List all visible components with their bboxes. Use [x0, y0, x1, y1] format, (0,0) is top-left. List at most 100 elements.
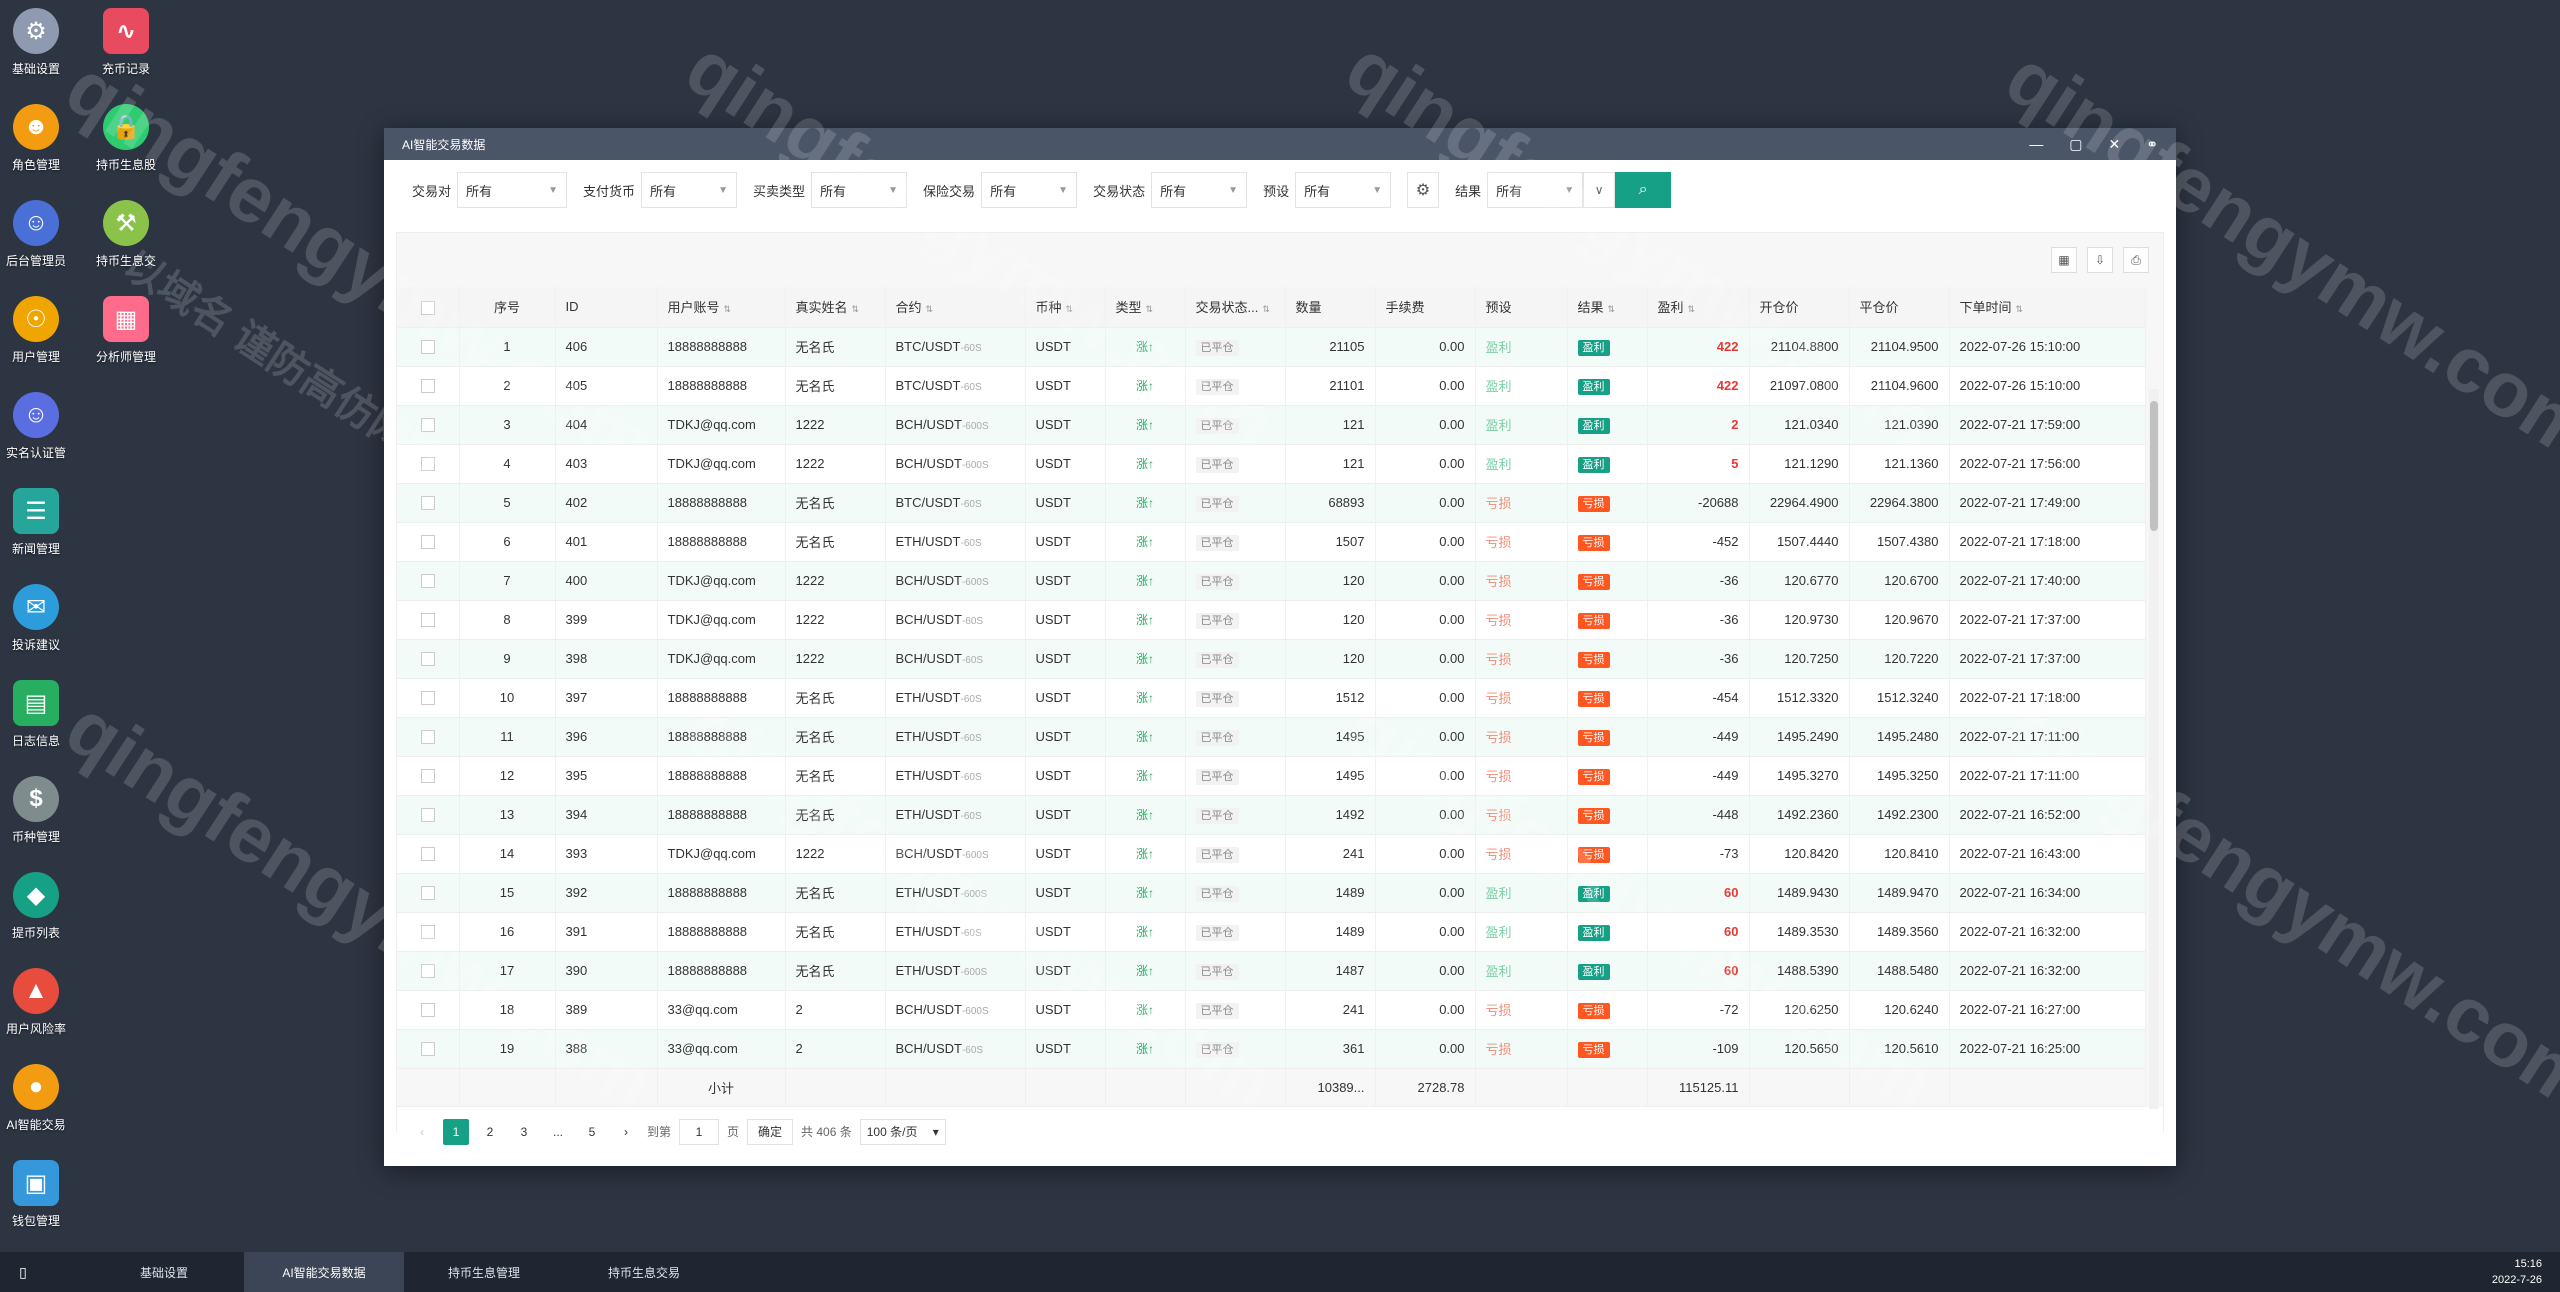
row-checkbox[interactable]: [420, 379, 435, 394]
row-checkbox-cell[interactable]: [397, 327, 460, 367]
prev-page-icon[interactable]: ‹: [420, 1124, 424, 1139]
desktop-icon-dollar[interactable]: $ 币种管理: [0, 768, 82, 858]
column-header[interactable]: 用户账号 ⇅: [657, 287, 786, 328]
table-row[interactable]: 13 394 18888888888 无名氏 ETH/USDT-60S USDT 涨↑ 已平仓…: [397, 795, 2146, 835]
table-row[interactable]: 18 389 33@qq.com 2 BCH/USDT-600S USDT 涨↑ 已平仓 241…: [397, 990, 2146, 1030]
link-icon[interactable]: ⚭: [2146, 135, 2158, 152]
page-1-button[interactable]: 1: [443, 1118, 469, 1145]
goto-page-input[interactable]: 1: [679, 1118, 720, 1145]
sort-icon[interactable]: ⇅: [723, 304, 732, 315]
desktop-icon-role[interactable]: ☻ 角色管理: [0, 96, 82, 186]
row-checkbox[interactable]: [420, 886, 435, 901]
row-checkbox-cell[interactable]: [397, 405, 460, 445]
goto-confirm-button[interactable]: 确定: [747, 1118, 794, 1145]
row-checkbox[interactable]: [420, 574, 435, 589]
row-checkbox-cell[interactable]: [397, 834, 460, 874]
table-row[interactable]: 2 405 18888888888 无名氏 BTC/USDT-60S USDT 涨↑ 已平仓 2…: [397, 366, 2146, 406]
row-checkbox[interactable]: [420, 652, 435, 667]
column-header[interactable]: 序号: [459, 287, 556, 328]
row-checkbox[interactable]: [420, 1003, 435, 1018]
sort-icon[interactable]: ⇅: [1262, 304, 1270, 315]
column-header[interactable]: 下单时间 ⇅: [1949, 287, 2146, 328]
sort-icon[interactable]: ⇅: [851, 304, 860, 315]
page-2-button[interactable]: 2: [486, 1124, 494, 1139]
taskbar-tab-ai-trade[interactable]: AI智能交易数据: [244, 1252, 404, 1292]
row-checkbox[interactable]: [420, 847, 435, 862]
row-checkbox-cell[interactable]: [397, 639, 460, 679]
column-header[interactable]: 交易状态... ⇅: [1185, 287, 1286, 328]
column-header[interactable]: 数量: [1285, 287, 1376, 328]
page-3-button[interactable]: 3: [520, 1124, 528, 1139]
table-row[interactable]: 4 403 TDKJ@qq.com 1222 BCH/USDT-600S USDT 涨↑ 已平…: [397, 444, 2146, 484]
desktop-icon-admin[interactable]: ☺ 后台管理员: [0, 192, 82, 282]
table-row[interactable]: 16 391 18888888888 无名氏 ETH/USDT-60S USDT 涨↑ 已平仓…: [397, 912, 2146, 952]
column-header[interactable]: 盈利 ⇅: [1647, 287, 1750, 328]
window-titlebar[interactable]: AI智能交易数据 — ▢ ✕ ⚭: [384, 128, 2176, 160]
sort-icon[interactable]: ⇅: [1145, 304, 1154, 315]
page-5-button[interactable]: 5: [588, 1124, 596, 1139]
columns-icon[interactable]: ▦: [2051, 247, 2077, 273]
column-header[interactable]: 合约 ⇅: [885, 287, 1026, 328]
table-row[interactable]: 19 388 33@qq.com 2 BCH/USDT-60S USDT 涨↑ 已平仓 361 0…: [397, 1029, 2146, 1069]
row-checkbox-cell[interactable]: [397, 366, 460, 406]
close-icon[interactable]: ✕: [2108, 135, 2121, 152]
desktop-icon-gear[interactable]: ⚙ 基础设置: [0, 0, 82, 90]
table-row[interactable]: 1 406 18888888888 无名氏 BTC/USDT-60S USDT 涨↑ 已平仓 2…: [397, 327, 2146, 367]
filter-status-select[interactable]: 所有 ▼: [1151, 172, 1248, 208]
select-all-checkbox-cell[interactable]: [397, 287, 460, 328]
table-row[interactable]: 17 390 18888888888 无名氏 ETH/USDT-600S USDT 涨↑ 已平…: [397, 951, 2146, 991]
row-checkbox[interactable]: [420, 769, 435, 784]
row-checkbox[interactable]: [420, 1042, 435, 1057]
export-icon[interactable]: ⇩: [2087, 247, 2113, 273]
maximize-icon[interactable]: ▢: [2069, 135, 2083, 152]
table-row[interactable]: 6 401 18888888888 无名氏 ETH/USDT-60S USDT 涨↑ 已平仓 1…: [397, 522, 2146, 562]
sort-icon[interactable]: ⇅: [1065, 304, 1074, 315]
expand-chevron-icon[interactable]: ∨: [1583, 172, 1616, 208]
column-header[interactable]: 平仓价: [1849, 287, 1950, 328]
search-button[interactable]: ⌕: [1615, 172, 1672, 208]
desktop-icon-chart-line[interactable]: ∿ 充币记录: [80, 0, 172, 90]
table-row[interactable]: 10 397 18888888888 无名氏 ETH/USDT-60S USDT 涨↑ 已平仓…: [397, 678, 2146, 718]
desktop-icon-id-card[interactable]: ☺ 实名认证管: [0, 384, 82, 474]
page-size-select[interactable]: 100 条/页 ▾: [859, 1118, 946, 1145]
table-row[interactable]: 7 400 TDKJ@qq.com 1222 BCH/USDT-600S USDT 涨↑ 已平…: [397, 561, 2146, 601]
sort-icon[interactable]: ⇅: [1607, 304, 1616, 315]
filter-preset-select[interactable]: 所有 ▼: [1295, 172, 1392, 208]
desktop-icon-lock[interactable]: 🔒 持币生息股: [80, 96, 172, 186]
column-header[interactable]: 预设: [1475, 287, 1568, 328]
vertical-scrollbar[interactable]: [2149, 389, 2159, 1109]
table-row[interactable]: 8 399 TDKJ@qq.com 1222 BCH/USDT-60S USDT 涨↑ 已平仓…: [397, 600, 2146, 640]
select-all-checkbox[interactable]: [420, 300, 435, 315]
taskbar-tab-basic-settings[interactable]: 基础设置: [139, 1265, 188, 1280]
row-checkbox[interactable]: [420, 964, 435, 979]
row-checkbox-cell[interactable]: [397, 912, 460, 952]
row-checkbox[interactable]: [420, 457, 435, 472]
row-checkbox-cell[interactable]: [397, 444, 460, 484]
row-checkbox-cell[interactable]: [397, 1029, 460, 1069]
column-header[interactable]: 真实姓名 ⇅: [785, 287, 886, 328]
desktop-icon-feedback[interactable]: ✉ 投诉建议: [0, 576, 82, 666]
row-checkbox-cell[interactable]: [397, 678, 460, 718]
print-icon[interactable]: ⎙: [2123, 247, 2149, 273]
column-header[interactable]: 结果 ⇅: [1567, 287, 1648, 328]
row-checkbox-cell[interactable]: [397, 561, 460, 601]
row-checkbox[interactable]: [420, 808, 435, 823]
row-checkbox-cell[interactable]: [397, 522, 460, 562]
row-checkbox-cell[interactable]: [397, 600, 460, 640]
start-icon[interactable]: ▯: [19, 1263, 27, 1280]
desktop-icon-alarm[interactable]: ▲ 用户风险率: [0, 960, 82, 1050]
row-checkbox[interactable]: [420, 925, 435, 940]
column-header[interactable]: 开仓价: [1749, 287, 1850, 328]
minimize-icon[interactable]: —: [2029, 135, 2044, 152]
table-row[interactable]: 14 393 TDKJ@qq.com 1222 BCH/USDT-600S USDT 涨↑ 已…: [397, 834, 2146, 874]
row-checkbox[interactable]: [420, 535, 435, 550]
settings-gear-icon[interactable]: ⚙: [1407, 172, 1440, 208]
filter-currency-select[interactable]: 所有 ▼: [641, 172, 738, 208]
table-row[interactable]: 15 392 18888888888 无名氏 ETH/USDT-600S USDT 涨↑ 已平…: [397, 873, 2146, 913]
row-checkbox[interactable]: [420, 613, 435, 628]
filter-pair-select[interactable]: 所有 ▼: [457, 172, 568, 208]
taskbar-tab-staking-trade[interactable]: 持币生息交易: [607, 1265, 680, 1280]
row-checkbox-cell[interactable]: [397, 873, 460, 913]
column-header[interactable]: ID: [555, 287, 658, 328]
desktop-icon-withdraw[interactable]: ◆ 提币列表: [0, 864, 82, 954]
